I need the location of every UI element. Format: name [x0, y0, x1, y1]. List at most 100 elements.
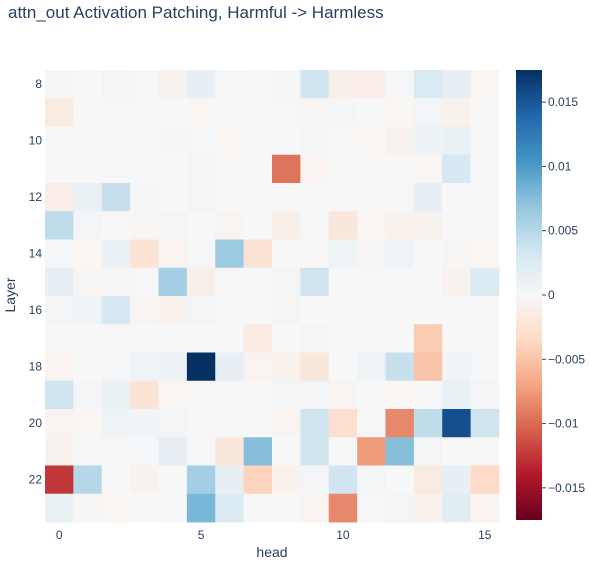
- heatmap-cell-layer14-head8: [272, 239, 301, 269]
- heatmap-cell-layer23-head3: [130, 493, 159, 523]
- heatmap-cell-layer10-head14: [442, 126, 472, 156]
- heatmap-cell-layer8-head2: [101, 70, 131, 99]
- heatmap-cell-layer8-head6: [215, 70, 245, 99]
- heatmap-cell-layer18-head5: [186, 352, 216, 382]
- heatmap-cell-layer23-head11: [357, 493, 386, 523]
- y-tick-label: 22: [29, 473, 43, 487]
- heatmap-cell-layer15-head11: [357, 267, 386, 297]
- heatmap-cell-layer17-head4: [158, 324, 188, 353]
- heatmap-cell-layer14-head12: [385, 239, 415, 269]
- heatmap-cell-layer15-head5: [186, 267, 216, 297]
- heatmap-cell-layer10-head12: [385, 126, 415, 156]
- heatmap-cell-layer10-head1: [73, 126, 103, 156]
- heatmap-cell-layer22-head9: [300, 465, 330, 495]
- heatmap-cell-layer20-head8: [272, 409, 301, 438]
- heatmap-cell-layer10-head8: [272, 126, 301, 156]
- heatmap-cell-layer11-head9: [300, 154, 330, 184]
- heatmap-cell-layer21-head1: [73, 437, 103, 466]
- heatmap-cell-layer22-head4: [158, 465, 188, 495]
- heatmap-cell-layer8-head7: [243, 70, 273, 99]
- heatmap-cell-layer19-head4: [158, 380, 188, 410]
- heatmap-cell-layer15-head2: [101, 267, 131, 297]
- heatmap-cell-layer12-head13: [413, 183, 443, 212]
- y-tick-label: 18: [29, 360, 43, 374]
- heatmap-cell-layer16-head14: [442, 296, 472, 325]
- heatmap-cell-layer13-head6: [215, 211, 245, 240]
- heatmap-cell-layer9-head9: [300, 98, 330, 127]
- heatmap-cell-layer21-head15: [470, 437, 500, 466]
- heatmap-cell-layer19-head0: [45, 380, 74, 410]
- heatmap-cell-layer16-head3: [130, 296, 159, 325]
- heatmap-cell-layer21-head3: [130, 437, 159, 466]
- heatmap-cell-layer11-head12: [385, 154, 415, 184]
- heatmap-cell-layer12-head8: [272, 183, 301, 212]
- heatmap-cell-layer12-head6: [215, 183, 245, 212]
- heatmap-cell-layer17-head12: [385, 324, 415, 353]
- heatmap-cell-layer9-head5: [186, 98, 216, 127]
- heatmap-cell-layer10-head5: [186, 126, 216, 156]
- heatmap-cell-layer16-head0: [45, 296, 74, 325]
- heatmap-cell-layer21-head12: [385, 437, 415, 466]
- heatmap-cell-layer12-head0: [45, 183, 74, 212]
- heatmap-cell-layer22-head5: [186, 465, 216, 495]
- heatmap-cell-layer21-head13: [413, 437, 443, 466]
- heatmap-cell-layer23-head14: [442, 493, 472, 523]
- heatmap-cell-layer19-head13: [413, 380, 443, 410]
- heatmap-cell-layer13-head0: [45, 211, 74, 240]
- heatmap-cell-layer13-head11: [357, 211, 386, 240]
- heatmap-cell-layer13-head3: [130, 211, 159, 240]
- heatmap-cell-layer16-head15: [470, 296, 500, 325]
- heatmap-cell-layer13-head1: [73, 211, 103, 240]
- heatmap-cell-layer14-head0: [45, 239, 74, 269]
- y-axis-title: Layer: [2, 277, 18, 312]
- heatmap-cell-layer13-head7: [243, 211, 273, 240]
- heatmap-cell-layer15-head0: [45, 267, 74, 297]
- heatmap-cell-layer16-head6: [215, 296, 245, 325]
- heatmap-cell-layer13-head8: [272, 211, 301, 240]
- heatmap-cell-layer19-head14: [442, 380, 472, 410]
- heatmap-cell-layer10-head2: [101, 126, 131, 156]
- x-tick-label: 5: [198, 528, 205, 542]
- heatmap-cell-layer14-head7: [243, 239, 273, 269]
- heatmap-cell-layer8-head9: [300, 70, 330, 99]
- heatmap-cell-layer14-head4: [158, 239, 188, 269]
- heatmap-cell-layer17-head3: [130, 324, 159, 353]
- colorbar-tick-label: 0: [548, 288, 555, 302]
- heatmap-cell-layer21-head2: [101, 437, 131, 466]
- heatmap-cell-layer22-head14: [442, 465, 472, 495]
- heatmap-cell-layer15-head1: [73, 267, 103, 297]
- heatmap-cell-layer12-head3: [130, 183, 159, 212]
- colorbar: [516, 70, 542, 520]
- heatmap-cell-layer22-head15: [470, 465, 500, 495]
- heatmap-cell-layer17-head1: [73, 324, 103, 353]
- heatmap-cell-layer18-head7: [243, 352, 273, 382]
- heatmap-cell-layer14-head3: [130, 239, 159, 269]
- heatmap-cell-layer16-head2: [101, 296, 131, 325]
- heatmap-cell-layer23-head12: [385, 493, 415, 523]
- heatmap-cell-layer22-head0: [45, 465, 74, 495]
- heatmap-cell-layer10-head9: [300, 126, 330, 156]
- y-tick-label: 20: [29, 416, 43, 430]
- heatmap-cell-layer8-head13: [413, 70, 443, 99]
- heatmap-cell-layer20-head15: [470, 409, 500, 438]
- colorbar-tick-label: −0.005: [548, 352, 585, 366]
- heatmap-cell-layer19-head9: [300, 380, 330, 410]
- heatmap-cell-layer19-head15: [470, 380, 500, 410]
- heatmap-cell-layer20-head10: [328, 409, 358, 438]
- heatmap-cell-layer16-head12: [385, 296, 415, 325]
- heatmap-cell-layer21-head6: [215, 437, 245, 466]
- heatmap-cell-layer12-head9: [300, 183, 330, 212]
- heatmap-cell-layer11-head4: [158, 154, 188, 184]
- heatmap-cell-layer12-head11: [357, 183, 386, 212]
- heatmap-cell-layer20-head6: [215, 409, 245, 438]
- heatmap-cell-layer11-head14: [442, 154, 472, 184]
- heatmap-cell-layer10-head13: [413, 126, 443, 156]
- heatmap-cell-layer18-head9: [300, 352, 330, 382]
- heatmap-cell-layer23-head9: [300, 493, 330, 523]
- chart-title: attn_out Activation Patching, Harmful ->…: [8, 3, 384, 22]
- heatmap-cell-layer8-head11: [357, 70, 386, 99]
- x-tick-label: 0: [56, 528, 63, 542]
- heatmap-cell-layer11-head15: [470, 154, 500, 184]
- colorbar-tick-label: 0.015: [548, 95, 578, 109]
- heatmap-cell-layer8-head1: [73, 70, 103, 99]
